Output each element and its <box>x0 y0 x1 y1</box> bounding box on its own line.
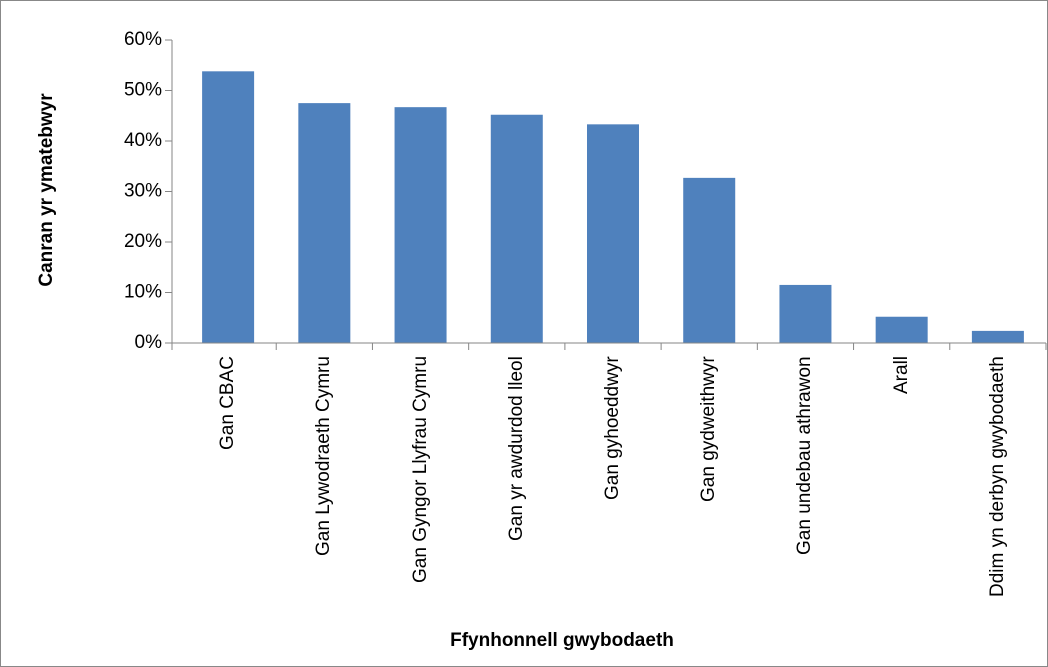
y-tick-label: 10% <box>124 282 162 303</box>
x-tick-label: Gan gydweithwyr <box>698 356 720 502</box>
y-tick-label: 0% <box>135 332 163 353</box>
x-tick-label: Ddim yn derbyn gwybodaeth <box>986 356 1008 597</box>
x-tick-label: Gan CBAC <box>217 356 239 450</box>
bar <box>683 177 736 343</box>
bar <box>587 124 639 344</box>
bar <box>202 71 255 343</box>
y-tick-label: 50% <box>124 80 162 101</box>
bar <box>298 103 351 343</box>
bar <box>779 284 832 343</box>
x-tick-label: Gan undebau athrawon <box>794 356 816 555</box>
x-tick-label: Gan Lywodraeth Cymru <box>313 356 335 556</box>
bar <box>971 330 1024 343</box>
bar <box>394 107 447 343</box>
y-axis-title: Canran yr ymatebwyr <box>36 93 57 287</box>
bar <box>490 114 543 344</box>
y-tick-label: 40% <box>124 130 162 151</box>
x-tick-label: Gan gyhoeddwyr <box>602 356 623 500</box>
x-axis-title: Ffynhonnell gwybodaeth <box>450 630 674 651</box>
x-tick-label: Arall <box>890 356 912 395</box>
y-tick-label: 30% <box>124 181 162 202</box>
bar <box>875 316 928 343</box>
x-tick-label: Gan yr awdurdod lleol <box>505 356 527 541</box>
x-tick-label: Gan Gyngor Llyfrau Cymru <box>409 356 431 584</box>
y-tick-label: 60% <box>124 29 162 50</box>
y-tick-label: 20% <box>124 231 162 252</box>
